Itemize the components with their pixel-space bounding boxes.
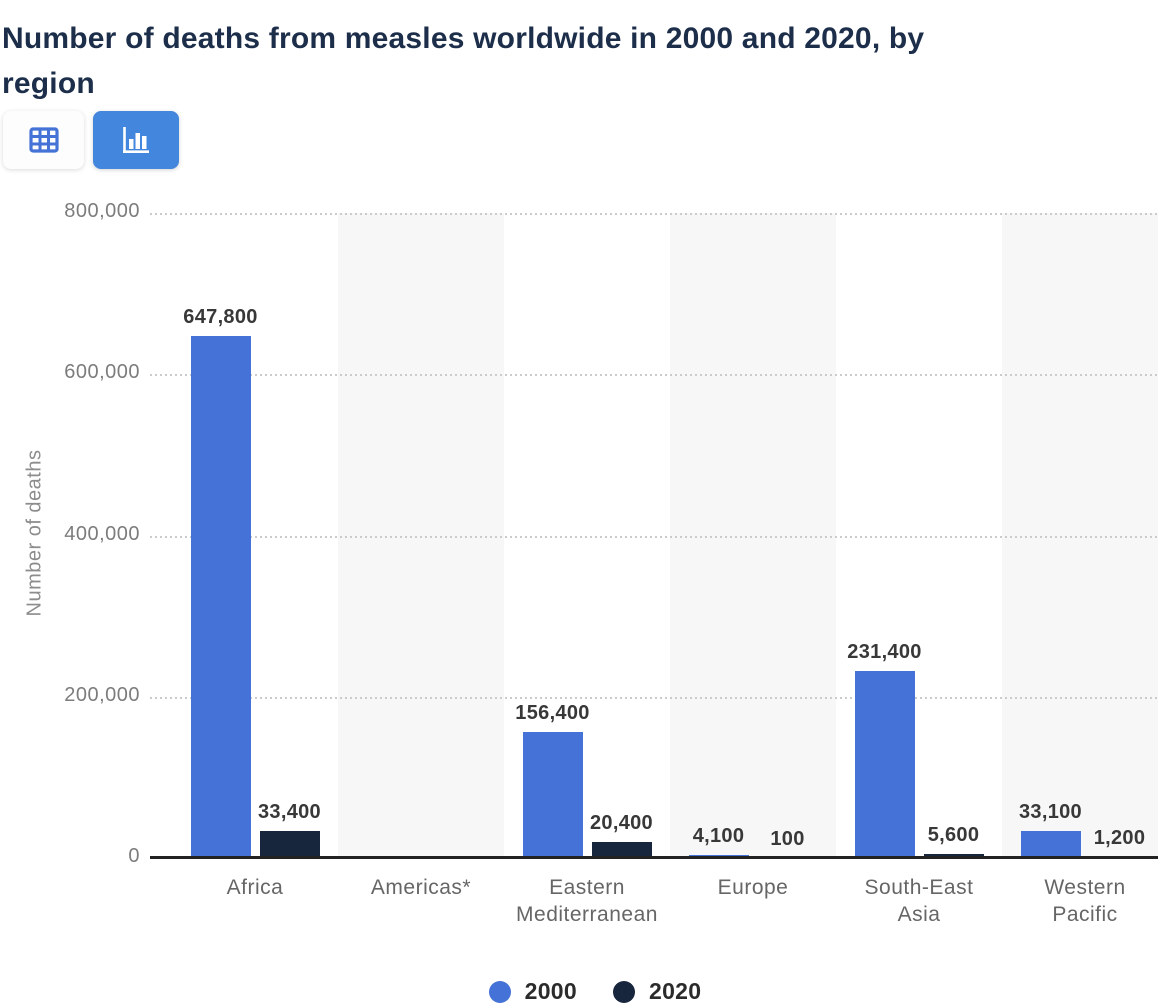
bar-2000-eastern-mediterranean[interactable]: [522, 731, 583, 858]
y-tick-label: 0: [128, 845, 140, 867]
x-label-line: Western: [1044, 876, 1126, 899]
x-label-line: South-East: [864, 876, 974, 899]
bar-2000-south-east-asia[interactable]: [854, 671, 915, 858]
gridline: [150, 696, 1158, 699]
gridline: [150, 374, 1158, 377]
page-title: Number of deaths from measles worldwide …: [2, 16, 1132, 106]
value-label: 156,400: [515, 701, 590, 724]
x-label-africa: Africa: [172, 874, 338, 901]
y-tick-label: 400,000: [64, 522, 140, 545]
x-label-europe: Europe: [670, 874, 836, 901]
x-label-western-pacific: Western Pacific: [1002, 874, 1158, 928]
legend-entry-2000[interactable]: 2000: [488, 978, 577, 1004]
legend-label-2000: 2000: [524, 978, 577, 1004]
legend-entry-2020[interactable]: 2020: [613, 978, 701, 1004]
page-title-line2: region: [2, 67, 95, 101]
bar-chart-icon: [120, 126, 152, 154]
y-tick-label: 800,000: [64, 200, 140, 222]
x-label-line: Asia: [897, 903, 941, 926]
value-label: 33,100: [1019, 801, 1082, 824]
value-label: 33,400: [258, 801, 321, 824]
bar-2020-eastern-mediterranean[interactable]: [591, 841, 652, 858]
x-label-line: Africa: [226, 876, 284, 899]
bar-2020-south-east-asia[interactable]: [923, 853, 984, 858]
plot-area: 647,800 33,400 156,400 20,400 4,100 100 231,40…: [150, 213, 1158, 858]
x-label-americas-: Americas*: [338, 874, 504, 901]
y-tick-label: 200,000: [64, 683, 140, 706]
bar-2020-africa[interactable]: [259, 831, 320, 858]
y-tick-label: 600,000: [64, 361, 140, 384]
x-label-line: Americas*: [370, 876, 472, 899]
x-label-line: Mediterranean: [516, 903, 658, 926]
legend-label-2020: 2020: [649, 978, 702, 1004]
value-label: 4,100: [692, 824, 745, 847]
x-label-line: Eastern: [549, 876, 625, 899]
value-label: 1,200: [1093, 827, 1146, 850]
x-label-eastern-mediterranean: Eastern Mediterranean: [504, 874, 670, 928]
bar-2000-western-pacific[interactable]: [1020, 831, 1081, 858]
chart-view-button[interactable]: [93, 111, 179, 169]
x-label-line: Pacific: [1052, 903, 1118, 926]
gridline: [150, 213, 1158, 215]
bar-2000-africa[interactable]: [190, 335, 251, 858]
x-axis-line: [150, 856, 1158, 859]
x-label-line: Europe: [717, 876, 789, 899]
value-label: 5,600: [927, 823, 980, 846]
legend-dot-2000: [488, 980, 511, 1003]
chart-legend: 2000 2020: [16, 978, 1158, 1004]
value-label: 647,800: [183, 305, 258, 328]
value-label: 231,400: [847, 641, 922, 664]
value-label: 100: [770, 827, 805, 850]
page-title-line1: Number of deaths from measles worldwide …: [2, 22, 925, 56]
gridline: [150, 535, 1158, 538]
table-view-button[interactable]: [3, 111, 84, 169]
value-label: 20,400: [590, 811, 653, 834]
table-icon: [28, 127, 59, 153]
x-label-south-east-asia: South-East Asia: [836, 874, 1002, 928]
legend-dot-2020: [613, 980, 635, 1003]
